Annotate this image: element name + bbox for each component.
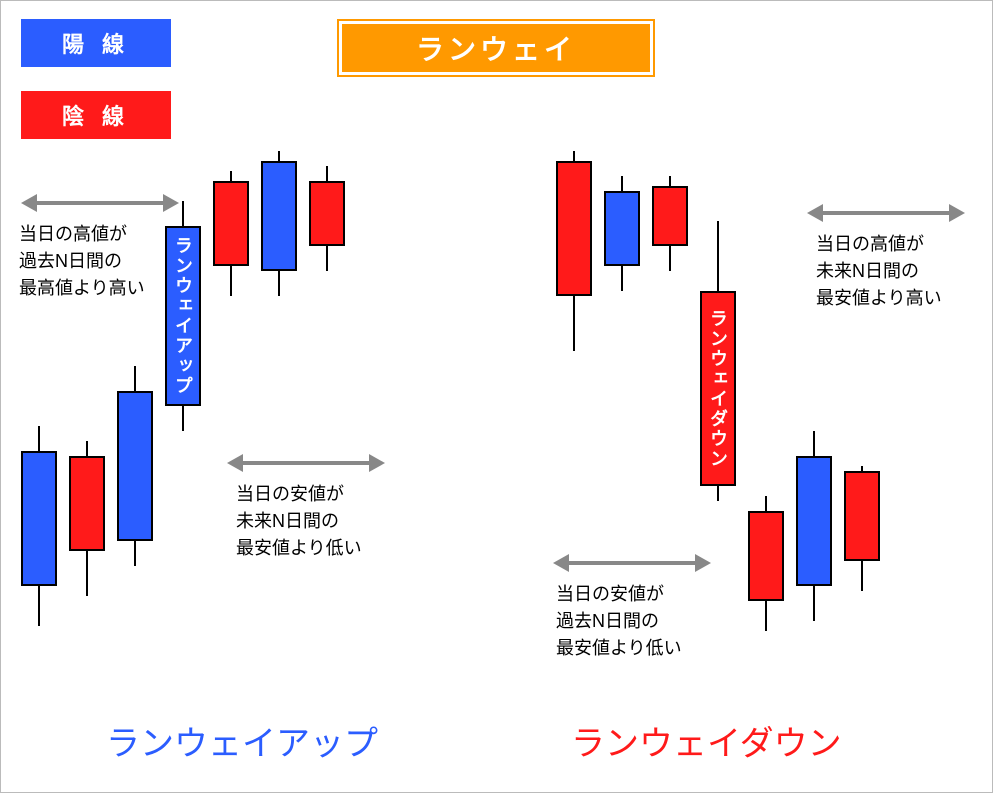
candle [213, 171, 249, 296]
candle [556, 151, 592, 351]
annotation-right-low: 当日の安値が 過去N日間の 最安値より低い [556, 581, 682, 662]
candle-body [844, 471, 880, 561]
candle-body [69, 456, 105, 551]
candle [844, 466, 880, 591]
annotation-left-high: 当日の高値が 過去N日間の 最高値より高い [19, 221, 145, 302]
annotation-left-low: 当日の安値が 未来N日間の 最安値より低い [236, 481, 362, 562]
legend-bull: 陽 線 [21, 19, 171, 67]
double-arrow-icon [241, 461, 371, 465]
candle-body [748, 511, 784, 601]
annotation-right-high: 当日の高値が 未来N日間の 最安値より高い [816, 231, 942, 312]
candle-body [117, 391, 153, 541]
key-candle-label: ランウェイダウン [705, 297, 731, 480]
pattern-label-right: ランウェイダウン [571, 716, 842, 765]
candle [796, 431, 832, 621]
candle [652, 176, 688, 271]
double-arrow-icon [35, 201, 165, 205]
key-candle-label: ランウェイアップ [170, 232, 196, 400]
candle [117, 366, 153, 566]
candle [261, 151, 297, 296]
legend-bull-label: 陽 線 [62, 27, 130, 59]
candle-body [556, 161, 592, 296]
legend-bear: 陰 線 [21, 91, 171, 139]
candle-body [213, 181, 249, 266]
candle-body [604, 191, 640, 266]
candle-body [261, 161, 297, 271]
key-candle: ランウェイアップ [165, 201, 201, 431]
candle [604, 176, 640, 291]
diagram-canvas: 陽 線 陰 線 ランウェイ 当日の高値が 過去N日間の 最高値より高い 当日の安… [0, 0, 993, 793]
candle [69, 441, 105, 596]
title-label: ランウェイ [342, 24, 650, 72]
candle-body [309, 181, 345, 246]
candle [748, 496, 784, 631]
title-box: ランウェイ [337, 19, 655, 77]
double-arrow-icon [567, 561, 697, 565]
double-arrow-icon [821, 211, 951, 215]
pattern-label-left: ランウェイアップ [106, 716, 378, 765]
candle-body [796, 456, 832, 586]
candle [309, 166, 345, 271]
legend-bear-label: 陰 線 [62, 99, 130, 131]
candle [21, 426, 57, 626]
key-candle: ランウェイダウン [700, 221, 736, 501]
candle-body [652, 186, 688, 246]
candle-body [21, 451, 57, 586]
